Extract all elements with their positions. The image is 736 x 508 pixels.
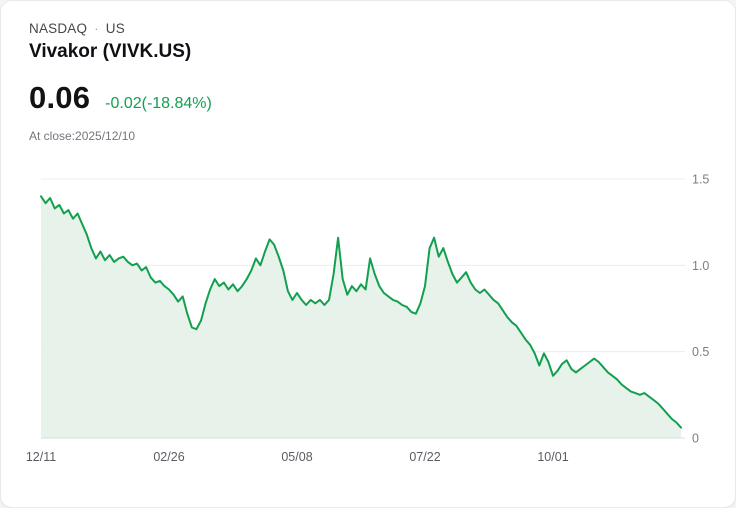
y-axis-label: 0.5 — [692, 345, 709, 359]
x-axis-labels: 12/11 02/26 05/08 07/22 10/01 — [26, 450, 569, 464]
x-axis-label: 07/22 — [409, 450, 440, 464]
price-row: 0.06 -0.02(-18.84%) — [29, 80, 707, 116]
quote-header: NASDAQ · US Vivakor (VIVK.US) 0.06 -0.02… — [29, 21, 707, 143]
separator-dot: · — [94, 21, 99, 36]
as-of-timestamp: At close:2025/12/10 — [29, 129, 136, 143]
exchange-row: NASDAQ · US — [29, 21, 707, 36]
chart-gridlines: 1.5 1.0 0.5 0 — [41, 173, 709, 446]
x-axis-label: 05/08 — [281, 450, 312, 464]
last-price: 0.06 — [29, 80, 91, 115]
y-axis-label: 1.0 — [692, 259, 709, 273]
price-change: -0.02(-18.84%) — [105, 95, 212, 112]
exchange-label: NASDAQ — [29, 21, 88, 36]
price-area-fill — [41, 196, 681, 438]
price-line — [40, 195, 682, 429]
x-axis-label: 02/26 — [153, 450, 184, 464]
y-axis-label: 1.5 — [692, 173, 709, 187]
x-axis-label: 12/11 — [26, 450, 56, 464]
page-title: Vivakor (VIVK.US) — [29, 41, 192, 62]
y-axis-label: 0 — [692, 432, 699, 446]
region-label: US — [105, 21, 125, 36]
x-axis-label: 10/01 — [537, 450, 568, 464]
chart-plot-area[interactable] — [41, 179, 685, 438]
